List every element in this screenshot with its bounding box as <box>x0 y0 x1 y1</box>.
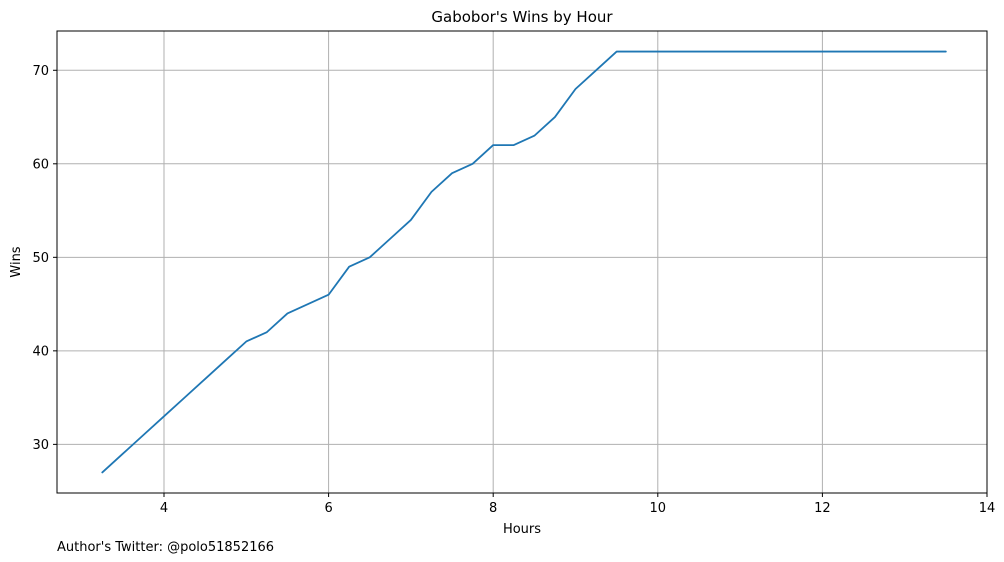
y-axis-ticks: 30 40 50 60 70 <box>32 64 57 453</box>
x-axis-label: Hours <box>503 522 541 537</box>
x-tick-label: 4 <box>160 501 168 516</box>
x-tick-label: 14 <box>979 501 996 516</box>
y-tick-label: 60 <box>32 157 49 172</box>
y-axis-label: Wins <box>9 246 24 277</box>
y-tick-label: 30 <box>32 438 49 453</box>
chart-title: Gabobor's Wins by Hour <box>431 8 613 26</box>
x-tick-label: 12 <box>814 501 831 516</box>
axes-frame <box>56 30 988 494</box>
x-tick-label: 10 <box>650 501 667 516</box>
y-tick-label: 70 <box>32 64 49 79</box>
series-line <box>101 50 947 474</box>
y-tick-label: 40 <box>32 344 49 359</box>
grid-lines <box>57 31 988 493</box>
y-tick-label: 50 <box>32 251 49 266</box>
series-lines <box>101 50 947 474</box>
x-tick-label: 8 <box>489 501 497 516</box>
x-tick-label: 6 <box>324 501 332 516</box>
author-footnote: Author's Twitter: @polo51852166 <box>57 540 274 555</box>
x-axis-ticks: 4 6 8 10 12 14 <box>160 493 995 516</box>
